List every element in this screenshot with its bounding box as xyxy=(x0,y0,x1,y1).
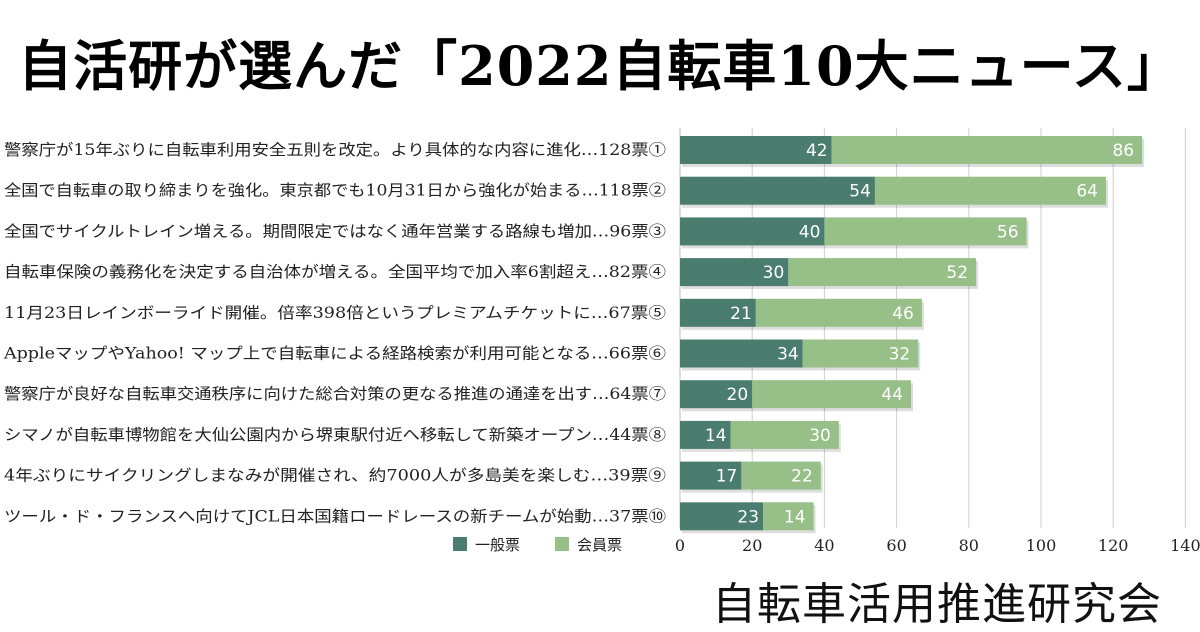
x-tick-label: 40 xyxy=(814,536,834,555)
value-label-general: 14 xyxy=(705,426,727,446)
x-tick-label: 140 xyxy=(1170,536,1200,555)
bar-general xyxy=(680,420,731,449)
x-tick-label: 60 xyxy=(886,536,906,555)
category-label: シマノが自転車博物館を大仙公園内から堺東駅付近へ移転して新築オープン…44票⑧ xyxy=(4,426,666,444)
value-label-member: 56 xyxy=(997,222,1019,242)
x-tick-label: 80 xyxy=(959,536,979,555)
legend-label: 会員票 xyxy=(577,536,622,554)
legend-swatch xyxy=(453,537,467,551)
bar-member xyxy=(752,380,912,409)
bar-general xyxy=(680,298,756,327)
bars: 42 86 54 64 40 56 30 52 21 46 34 32 20 44 14 30 17 22 23 14 xyxy=(680,136,1145,534)
value-label-member: 52 xyxy=(946,263,968,283)
value-label-general: 23 xyxy=(737,507,759,527)
organization-name: 自転車活用推進研究会 xyxy=(712,579,1162,630)
legend: 一般票 会員票 xyxy=(453,536,622,554)
bar-general xyxy=(680,502,764,531)
category-label: 全国で自転車の取り締まりを強化。東京都でも10月31日から強化が始まる…118票… xyxy=(4,182,666,200)
bar-member xyxy=(802,339,919,368)
x-tick-label: 0 xyxy=(675,536,685,555)
category-label: 4年ぶりにサイクリングしまなみが開催され、約7000人が多島美を楽しむ…39票⑨ xyxy=(4,467,666,485)
bar-general xyxy=(680,176,875,205)
category-label: 11月23日レインボーライド開催。倍率398倍というプレミアムチケットに…67票… xyxy=(4,304,666,322)
category-labels: 警察庁が15年ぶりに自転車利用安全五則を改定。より具体的な内容に進化…128票①… xyxy=(3,141,666,525)
value-label-member: 86 xyxy=(1112,141,1134,161)
value-label-general: 21 xyxy=(730,304,752,324)
value-label-member: 44 xyxy=(881,385,903,405)
category-label: 警察庁が良好な自転車交通秩序に向けた総合対策の更なる推進の通達を出す…64票⑦ xyxy=(4,385,666,403)
value-label-general: 20 xyxy=(727,385,749,405)
value-label-member: 32 xyxy=(889,345,911,365)
category-label: 自転車保険の義務化を決定する自治体が増える。全国平均で加入率6割超え…82票④ xyxy=(4,263,666,281)
bar-member xyxy=(831,136,1143,164)
x-axis-ticks: 0 20 40 60 80 100 120 140 xyxy=(675,536,1200,555)
legend-swatch xyxy=(555,537,569,551)
value-label-member: 14 xyxy=(784,507,806,527)
bar-member xyxy=(788,258,977,287)
value-label-general: 42 xyxy=(806,141,828,161)
bar-member xyxy=(824,217,1027,246)
value-label-member: 64 xyxy=(1076,182,1098,202)
category-label: AppleマップやYahoo! マップ上で自転車による経路検索が利用可能となる…… xyxy=(3,345,666,363)
value-label-general: 17 xyxy=(716,467,738,487)
legend-label: 一般票 xyxy=(475,536,520,554)
category-label: ツール・ド・フランスへ向けてJCL日本国籍ロードレースの新チームが始動…37票⑩ xyxy=(4,507,666,525)
value-label-general: 54 xyxy=(849,182,871,202)
bar-member xyxy=(763,502,814,531)
bar-general xyxy=(680,339,803,368)
x-tick-label: 100 xyxy=(1026,536,1057,555)
bar-general xyxy=(680,461,742,490)
value-label-general: 34 xyxy=(777,345,799,365)
bar-general xyxy=(680,217,825,246)
bar-member xyxy=(730,420,839,449)
value-label-general: 40 xyxy=(799,222,821,242)
bar-general xyxy=(680,136,832,164)
bar-member xyxy=(755,298,922,327)
bar-general xyxy=(680,380,753,409)
x-tick-label: 120 xyxy=(1098,536,1129,555)
bar-general xyxy=(680,258,789,287)
value-label-member: 22 xyxy=(791,467,813,487)
bar-member xyxy=(741,461,821,490)
x-tick-label: 20 xyxy=(742,536,762,555)
category-label: 全国でサイクルトレイン増える。期間限定ではなく通年営業する路線も増加…96票③ xyxy=(4,222,666,240)
value-label-member: 46 xyxy=(892,304,914,324)
value-label-general: 30 xyxy=(763,263,785,283)
bar-member xyxy=(874,176,1106,205)
page-title: 自活研が選んだ「2022自転車10大ニュース」 xyxy=(18,34,1182,98)
category-label: 警察庁が15年ぶりに自転車利用安全五則を改定。より具体的な内容に進化…128票① xyxy=(4,141,666,159)
value-label-member: 30 xyxy=(809,426,831,446)
